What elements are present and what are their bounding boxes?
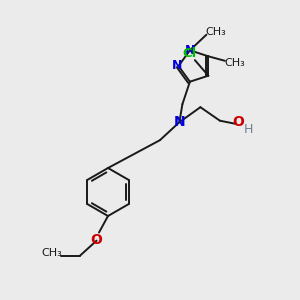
Text: N: N xyxy=(172,59,182,72)
Text: O: O xyxy=(232,115,244,129)
Text: CH₃: CH₃ xyxy=(206,27,226,37)
Text: CH₃: CH₃ xyxy=(41,248,62,258)
Text: Cl: Cl xyxy=(182,47,197,60)
Text: CH₃: CH₃ xyxy=(224,58,245,68)
Text: H: H xyxy=(244,123,253,136)
Text: N: N xyxy=(174,115,185,129)
Text: N: N xyxy=(185,44,195,57)
Text: O: O xyxy=(91,233,103,247)
